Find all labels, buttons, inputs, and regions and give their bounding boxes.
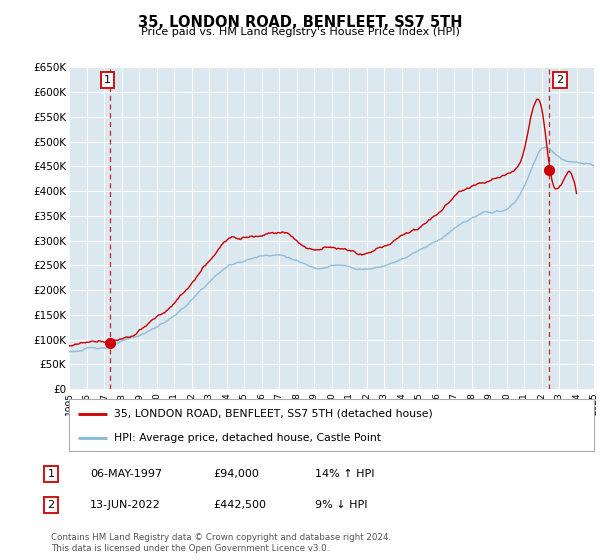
Text: Price paid vs. HM Land Registry's House Price Index (HPI): Price paid vs. HM Land Registry's House … [140, 27, 460, 37]
Text: HPI: Average price, detached house, Castle Point: HPI: Average price, detached house, Cast… [113, 433, 380, 443]
Text: 1: 1 [47, 469, 55, 479]
Text: 35, LONDON ROAD, BENFLEET, SS7 5TH: 35, LONDON ROAD, BENFLEET, SS7 5TH [138, 15, 462, 30]
Text: Contains HM Land Registry data © Crown copyright and database right 2024.
This d: Contains HM Land Registry data © Crown c… [51, 533, 391, 553]
Text: 2: 2 [47, 500, 55, 510]
Text: 06-MAY-1997: 06-MAY-1997 [90, 469, 162, 479]
Text: £94,000: £94,000 [213, 469, 259, 479]
Text: 9% ↓ HPI: 9% ↓ HPI [315, 500, 367, 510]
Text: 2: 2 [556, 75, 563, 85]
Text: 14% ↑ HPI: 14% ↑ HPI [315, 469, 374, 479]
Text: £442,500: £442,500 [213, 500, 266, 510]
Text: 13-JUN-2022: 13-JUN-2022 [90, 500, 161, 510]
Text: 35, LONDON ROAD, BENFLEET, SS7 5TH (detached house): 35, LONDON ROAD, BENFLEET, SS7 5TH (deta… [113, 409, 433, 419]
Text: 1: 1 [104, 75, 111, 85]
